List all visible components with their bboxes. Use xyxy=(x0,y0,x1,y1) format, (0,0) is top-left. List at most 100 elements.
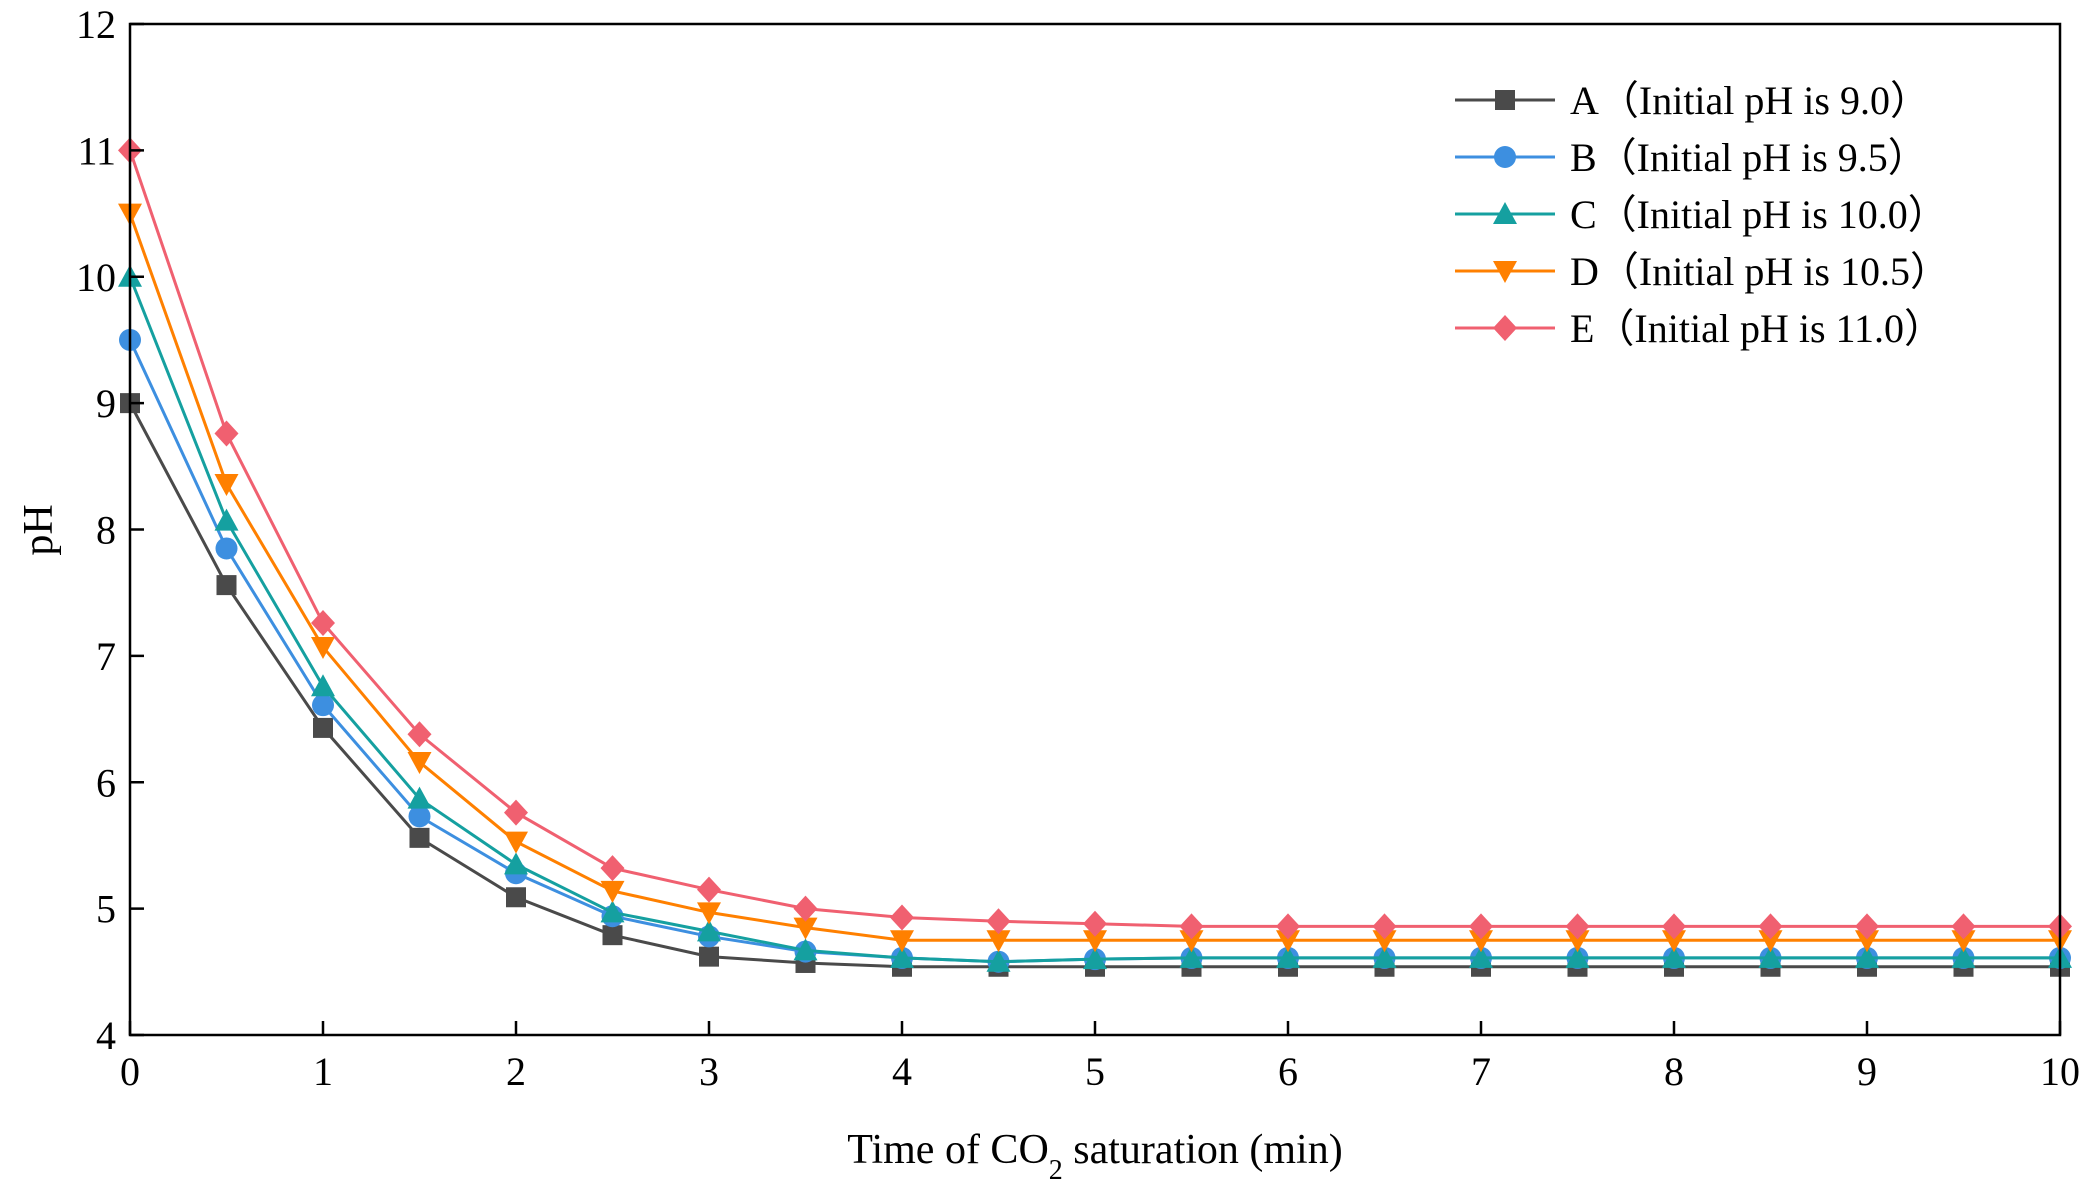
series-line-2 xyxy=(128,276,2060,964)
legend-item-3: D（Initial pH is 10.5） xyxy=(1455,249,1950,294)
y-tick-label-2: 6 xyxy=(96,760,116,805)
data-point-4-8 xyxy=(890,904,914,931)
legend-item-2: C（Initial pH is 10.0） xyxy=(1455,192,1948,237)
legend-marker-1 xyxy=(1494,146,1516,168)
data-point-2-2 xyxy=(311,674,335,697)
legend-label-0: A（Initial pH is 9.0） xyxy=(1570,78,1930,123)
data-point-4-13 xyxy=(1372,913,1397,940)
data-point-2-1 xyxy=(214,508,239,531)
series-2 xyxy=(118,264,2072,972)
data-point-0-2 xyxy=(313,717,333,738)
y-tick-label-3: 7 xyxy=(96,634,116,679)
data-point-2-10 xyxy=(1083,947,1107,970)
data-point-4-19 xyxy=(1951,913,1976,940)
data-point-4-17 xyxy=(1758,913,1783,940)
data-point-4-3 xyxy=(407,721,432,748)
series-3 xyxy=(118,203,2072,953)
data-point-3-1 xyxy=(214,474,239,497)
x-tick-label-5: 5 xyxy=(1085,1049,1105,1094)
data-point-3-5 xyxy=(600,880,625,903)
legend-label-1: B（Initial pH is 9.5） xyxy=(1570,135,1928,180)
legend-label-4: E（Initial pH is 11.0） xyxy=(1570,306,1944,351)
x-tick-label-0: 0 xyxy=(120,1049,140,1094)
y-axis-title: pH xyxy=(16,504,62,555)
data-point-1-1 xyxy=(215,537,238,560)
data-point-2-17 xyxy=(1758,945,1783,968)
data-point-0-1 xyxy=(216,575,237,596)
data-point-3-2 xyxy=(311,637,335,660)
data-point-3-8 xyxy=(890,930,914,953)
data-point-3-7 xyxy=(793,917,818,940)
x-axis-title-subscript: 2 xyxy=(1049,1155,1063,1185)
series-4 xyxy=(118,137,2072,940)
data-point-3-17 xyxy=(1758,930,1783,953)
data-point-0-6 xyxy=(699,946,719,967)
data-point-3-13 xyxy=(1372,930,1397,953)
legend-marker-3 xyxy=(1493,261,1517,283)
data-point-4-5 xyxy=(600,855,625,882)
data-point-2-11 xyxy=(1179,945,1204,968)
data-point-3-3 xyxy=(407,752,432,775)
legend-item-0: A（Initial pH is 9.0） xyxy=(1455,78,1930,123)
x-tick-label-7: 7 xyxy=(1471,1049,1491,1094)
data-point-2-12 xyxy=(1276,945,1300,968)
x-tick-label-1: 1 xyxy=(313,1049,333,1094)
data-point-3-10 xyxy=(1083,930,1107,953)
data-point-4-15 xyxy=(1565,913,1590,940)
x-tick-label-8: 8 xyxy=(1664,1049,1684,1094)
legend-marker-0 xyxy=(1495,90,1515,110)
series-1 xyxy=(119,328,2071,973)
data-point-1-3 xyxy=(408,805,431,828)
data-point-2-15 xyxy=(1565,945,1590,968)
y-tick-label-6: 10 xyxy=(76,255,116,300)
data-point-4-2 xyxy=(311,610,335,637)
y-tick-label-4: 8 xyxy=(96,508,116,553)
data-point-2-9 xyxy=(986,949,1011,972)
y-tick-label-5: 9 xyxy=(96,381,116,426)
data-point-3-6 xyxy=(697,902,721,925)
y-tick-label-7: 11 xyxy=(77,128,116,173)
data-point-3-9 xyxy=(986,930,1011,953)
data-point-0-5 xyxy=(602,925,623,946)
data-point-4-12 xyxy=(1276,913,1300,940)
data-point-3-18 xyxy=(1855,930,1879,953)
legend: A（Initial pH is 9.0） B（Initial pH is 9.5）… xyxy=(1455,78,1950,351)
y-tick-label-1: 5 xyxy=(96,887,116,932)
data-point-3-19 xyxy=(1951,930,1976,953)
data-point-3-11 xyxy=(1179,930,1204,953)
data-point-3-15 xyxy=(1565,930,1590,953)
x-tick-label-2: 2 xyxy=(506,1049,526,1094)
y-tick-label-0: 4 xyxy=(96,1013,116,1058)
series-line-0 xyxy=(128,402,2060,969)
data-point-4-4 xyxy=(504,799,528,826)
data-point-4-18 xyxy=(1855,913,1879,940)
x-tick-label-10: 10 xyxy=(2040,1049,2080,1094)
series-line-1 xyxy=(128,339,2060,964)
data-point-2-18 xyxy=(1855,945,1879,968)
x-tick-label-4: 4 xyxy=(892,1049,912,1094)
legend-item-1: B（Initial pH is 9.5） xyxy=(1455,135,1928,180)
data-point-2-16 xyxy=(1662,945,1686,968)
x-tick-label-9: 9 xyxy=(1857,1049,1877,1094)
legend-label-3: D（Initial pH is 10.5） xyxy=(1570,249,1950,294)
x-axis-title-part-3: saturation (min) xyxy=(1063,1127,1343,1173)
data-point-4-10 xyxy=(1083,910,1107,937)
x-axis-title-part-1: Time of CO xyxy=(847,1127,1049,1173)
data-point-0-3 xyxy=(409,827,430,848)
data-point-3-16 xyxy=(1662,930,1686,953)
data-point-3-14 xyxy=(1469,930,1493,953)
data-point-4-14 xyxy=(1469,913,1493,940)
legend-marker-2 xyxy=(1493,202,1517,224)
data-point-4-16 xyxy=(1662,913,1686,940)
series-layer xyxy=(118,137,2072,977)
series-0 xyxy=(120,393,2070,977)
data-point-3-4 xyxy=(504,831,528,854)
data-point-2-6 xyxy=(697,919,721,942)
data-point-4-11 xyxy=(1179,913,1204,940)
data-point-2-7 xyxy=(793,938,818,961)
data-point-1-2 xyxy=(312,694,334,717)
data-point-2-14 xyxy=(1469,945,1493,968)
